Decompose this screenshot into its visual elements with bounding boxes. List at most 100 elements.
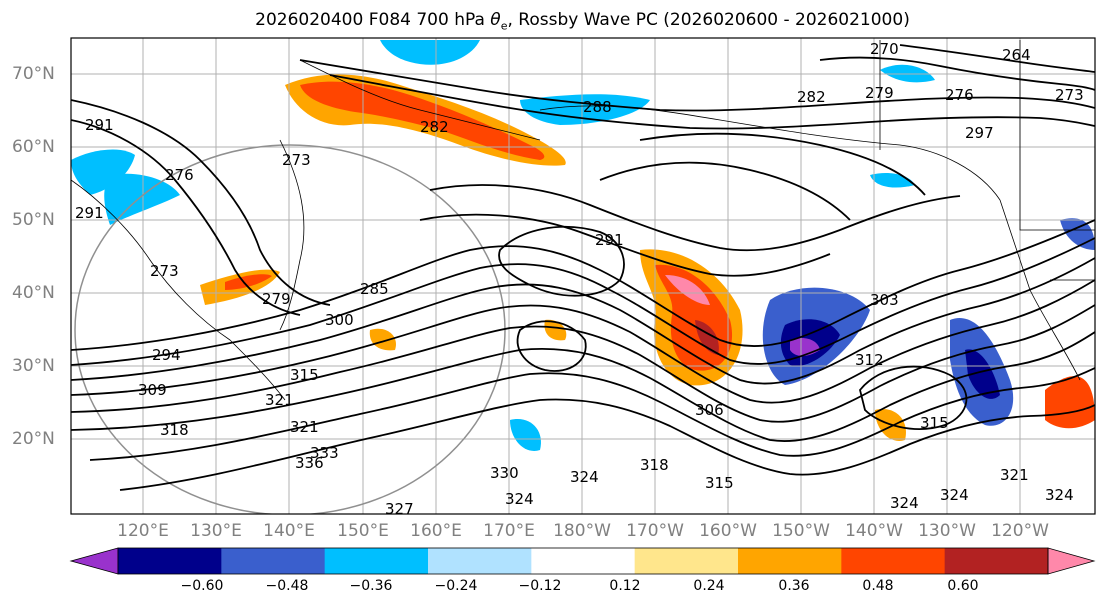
lat-label: 60°N	[12, 137, 55, 157]
contour-label: 273	[150, 262, 179, 280]
contour-label: 330	[490, 464, 519, 482]
map-frame	[70, 37, 1096, 515]
contour-label: 318	[160, 421, 189, 439]
contour-label: 309	[138, 381, 167, 399]
contour-label: 324	[570, 468, 599, 486]
contour-label: 303	[870, 291, 899, 309]
lon-label: 150°E	[337, 521, 389, 541]
lon-label: 130°W	[918, 521, 976, 541]
contour-label: 294	[152, 346, 181, 364]
contour-label: 282	[420, 118, 449, 136]
colorbar-tick: −0.48	[265, 578, 309, 594]
negative-anomaly-nw2	[104, 173, 180, 225]
contour-label: 321	[290, 418, 319, 436]
colorbar-tick: 0.60	[947, 578, 979, 594]
title-prefix: 2026020400 F084 700 hPa	[255, 10, 491, 30]
lon-label: 160°W	[699, 521, 757, 541]
colorbar-tick: 0.48	[862, 578, 894, 594]
contour-label: 282	[797, 88, 826, 106]
negative-anomaly-alaska-2	[520, 94, 650, 125]
title-theta-sub: e	[500, 19, 508, 33]
colorbar-tick: 0.24	[693, 578, 725, 594]
negative-anomaly-alaska	[380, 40, 480, 65]
contour-label: 291	[595, 231, 624, 249]
colorbar-tick: −0.36	[349, 578, 393, 594]
lat-label: 50°N	[12, 210, 55, 230]
contour-label: 324	[890, 494, 919, 512]
colorbar-tick: −0.12	[518, 578, 562, 594]
positive-anomaly-south-3	[544, 319, 567, 341]
colorbar-frame	[117, 547, 1049, 575]
contour-label: 279	[262, 290, 291, 308]
lon-label: 150°W	[772, 521, 830, 541]
positive-anomaly-southeast	[1045, 376, 1095, 429]
contour-label: 324	[505, 490, 534, 508]
title-bar: 2026020400 F084 700 hPa θe, Rossby Wave …	[0, 0, 1105, 36]
contour-label: 321	[1000, 466, 1029, 484]
contour-label: 291	[85, 116, 114, 134]
negative-anomaly-baja-core	[965, 349, 1000, 399]
contour-label: 312	[855, 351, 884, 369]
colorbar-segment	[944, 548, 1049, 574]
region-circle	[74, 144, 506, 514]
contour-label: 336	[295, 454, 324, 472]
contour-label: 315	[290, 366, 319, 384]
colorbar-tick: −0.60	[180, 578, 224, 594]
figure-title: 2026020400 F084 700 hPa θe, Rossby Wave …	[0, 10, 1105, 32]
colorbar-segment	[324, 548, 429, 574]
lon-label: 140°E	[263, 521, 315, 541]
lat-label: 20°N	[12, 429, 55, 449]
lon-label: 120°E	[117, 521, 169, 541]
colorbar-segment	[118, 548, 222, 574]
title-suffix: , Rossby Wave PC (2026020600 - 202602100…	[507, 10, 910, 30]
contour-label: 270	[870, 40, 899, 58]
contour-label: 333	[310, 444, 339, 462]
contour-label: 288	[583, 98, 612, 116]
colorbar	[69, 547, 1096, 575]
contour-label: 315	[705, 474, 734, 492]
lon-label: 160°E	[410, 521, 462, 541]
graticule	[71, 38, 1095, 514]
lon-label: 140°W	[845, 521, 903, 541]
colorbar-extend-min	[69, 547, 119, 575]
contour-label: 276	[165, 166, 194, 184]
negative-anomaly-nw	[71, 149, 135, 195]
lon-label: 180°W	[553, 521, 611, 541]
contour-label: 273	[282, 151, 311, 169]
positive-anomaly-japan-core	[225, 274, 272, 290]
contour-label: 318	[640, 456, 669, 474]
lon-label: 120°W	[991, 521, 1049, 541]
contour-label: 306	[695, 401, 724, 419]
lat-label: 30°N	[12, 356, 55, 376]
contour-label: 327	[385, 500, 414, 518]
theta-e-contours	[71, 44, 1095, 491]
colorbar-segment	[738, 548, 842, 574]
lat-label: 70°N	[12, 64, 55, 84]
title-theta: θ	[490, 10, 501, 30]
colorbar-tick: 0.12	[609, 578, 641, 594]
contour-label: 264	[1002, 46, 1031, 64]
colorbar-segment	[221, 548, 326, 574]
positive-anomaly-okhotsk-core	[300, 81, 545, 160]
contour-label: 324	[1045, 486, 1074, 504]
positive-anomaly-central-pacific-peak	[665, 275, 710, 305]
lon-label: 170°E	[483, 521, 535, 541]
colorbar-tick: 0.36	[778, 578, 810, 594]
colorbar-tick: −0.24	[434, 578, 478, 594]
colorbar-segment	[428, 548, 532, 574]
contour-label: 285	[360, 280, 389, 298]
colorbar-segment	[841, 548, 946, 574]
lat-label: 40°N	[12, 283, 55, 303]
contour-label: 321	[265, 391, 294, 409]
contour-labels: 270 264 273 276 279 282 288 282 297 291 …	[75, 40, 1084, 518]
lon-label: 130°E	[190, 521, 242, 541]
contour-label: 300	[325, 311, 354, 329]
negative-anomaly-south-1	[510, 419, 541, 451]
contour-label: 279	[865, 84, 894, 102]
contour-label: 276	[945, 86, 974, 104]
colorbar-segment	[634, 548, 739, 574]
contour-label: 297	[965, 124, 994, 142]
colorbar-extend-max	[1047, 547, 1096, 575]
contour-label: 291	[75, 204, 104, 222]
